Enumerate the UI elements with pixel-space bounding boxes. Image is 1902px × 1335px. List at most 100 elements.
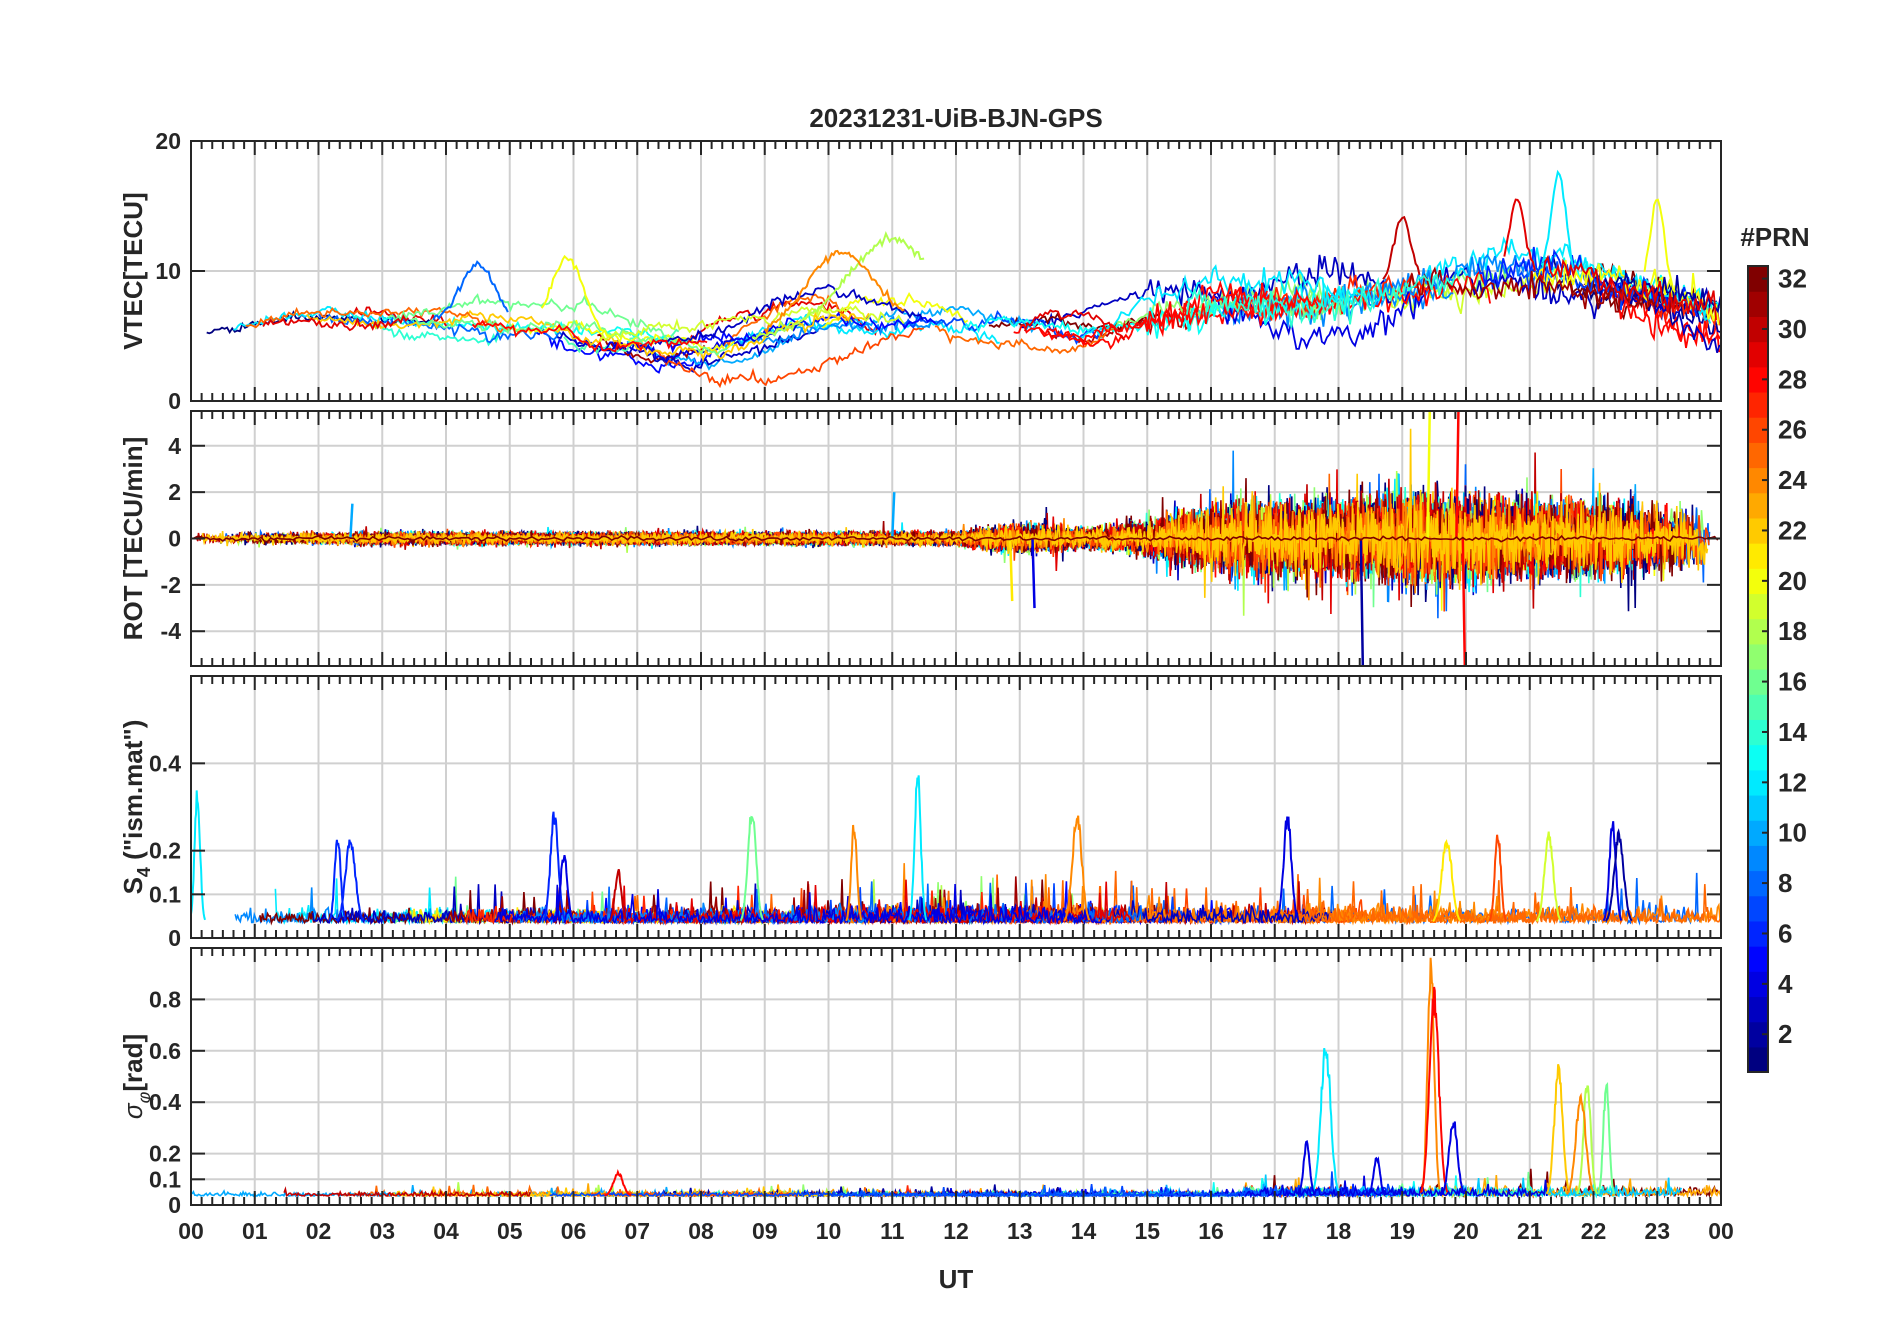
colorbar-tick-label: 22 (1778, 515, 1807, 545)
s4-event-line (553, 855, 575, 923)
sigma-series-line (831, 1185, 1285, 1199)
rot-spike (1426, 411, 1431, 539)
s4-series-line (1298, 884, 1721, 926)
vtec-series-line (1237, 254, 1392, 306)
s4-event-line (1488, 834, 1507, 922)
x-axis-label: UT (939, 1264, 974, 1294)
sigma-event-line (1297, 1139, 1316, 1196)
y-tick-label: -2 (161, 572, 181, 598)
sigma-event-line (1597, 1082, 1616, 1195)
x-tick-label: 22 (1581, 1218, 1607, 1244)
y-tick-label: 0.4 (149, 1089, 181, 1115)
vtec-series-line (262, 314, 410, 332)
y-axis-label-vtec: VTEC[TECU] (118, 192, 148, 349)
y-tick-label: 0.1 (149, 1166, 181, 1192)
vtec-series-line (1597, 276, 1721, 343)
y-axis-label-sigma: σφ[rad] (118, 1034, 154, 1119)
y-tick-label: 0.4 (149, 750, 181, 776)
x-tick-label: 12 (943, 1218, 969, 1244)
vtec-event-line (751, 230, 925, 340)
y-axis-label-rot: ROT [TECU/min] (118, 437, 148, 641)
sigma-event-line (1576, 1085, 1598, 1195)
vtec-series-line (1024, 309, 1126, 341)
s4-event-line (1535, 831, 1562, 922)
vtec-series-line (654, 283, 924, 346)
y-tick-label: 2 (168, 479, 181, 505)
s4-event-line (908, 775, 928, 921)
colorbar-tick-label: 32 (1778, 264, 1807, 294)
colorbar-segment (1748, 417, 1768, 443)
x-tick-label: 08 (688, 1218, 714, 1244)
vtec-series-line (245, 306, 522, 334)
colorbar-tick-label: 2 (1778, 1019, 1792, 1049)
colorbar-segment (1748, 568, 1768, 595)
x-tick-label: 21 (1517, 1218, 1543, 1244)
x-tick-label: 19 (1389, 1218, 1415, 1244)
colorbar-segment (1748, 794, 1768, 821)
s4-event-line (608, 868, 628, 923)
vtec-series-line (635, 327, 925, 389)
x-tick-label: 00 (178, 1218, 204, 1244)
vtec-event-line (540, 254, 611, 338)
colorbar-segment (1748, 1046, 1768, 1073)
colorbar-tick-label: 24 (1778, 465, 1807, 495)
s4-event-line (1275, 816, 1299, 922)
vtec-series-line (902, 310, 1108, 346)
s4-event-line (1063, 815, 1091, 922)
colorbar-tick-label: 30 (1778, 314, 1807, 344)
colorbar-segment (1748, 870, 1768, 897)
x-tick-label: 14 (1071, 1218, 1097, 1244)
vtec-series-line (1039, 282, 1268, 348)
sigma-event-line (1420, 957, 1441, 1193)
x-tick-label: 05 (497, 1218, 523, 1244)
colorbar-segment (1748, 543, 1768, 569)
x-tick-label: 11 (880, 1218, 905, 1244)
colorbar-segment (1748, 1021, 1768, 1048)
colorbar-segment (1748, 643, 1768, 670)
grid-vtec (190, 140, 1722, 402)
colorbar-segment (1748, 845, 1768, 872)
s4-series-line (494, 883, 1103, 926)
vtec-series-line (1077, 264, 1385, 340)
panel-sigma: 00.10.2 0.4 0.6 0.8 σφ[rad] (118, 947, 1722, 1218)
sigma-event-line (1367, 1156, 1386, 1197)
vtec-series-line (750, 315, 945, 345)
colorbar-tick-label: 8 (1778, 868, 1792, 898)
rot-spike (891, 492, 896, 539)
series-sigma (191, 957, 1721, 1199)
x-tick-label: 15 (1134, 1218, 1160, 1244)
y-tick-label: 0.6 (149, 1038, 181, 1064)
x-tick-label: 07 (624, 1218, 650, 1244)
vtec-event-line (1643, 198, 1676, 293)
series-rot (191, 411, 1719, 666)
colorbar-segment (1748, 467, 1768, 494)
x-tick-label: 06 (561, 1218, 587, 1244)
panel-rot: -4 -2 0 2 4 ROT [TECU/min] (118, 410, 1722, 667)
sigma-event-line (1419, 986, 1449, 1194)
rot-spike (1031, 538, 1036, 609)
vtec-event-line (1503, 198, 1536, 271)
y-tick-label: 0.2 (149, 1141, 181, 1167)
sigma-event-line (1545, 1064, 1571, 1195)
series-s4 (191, 775, 1721, 926)
x-tick-label: 13 (1007, 1218, 1033, 1244)
colorbar-tick-label: 18 (1778, 616, 1807, 646)
y-tick-label: 0.1 (149, 881, 181, 907)
colorbar-segment (1748, 618, 1768, 645)
colorbar-segment (1748, 366, 1768, 393)
colorbar-tick-label: 20 (1778, 566, 1807, 596)
colorbar-segment (1748, 996, 1768, 1023)
vtec-series-line (1539, 254, 1717, 321)
sigma-event-line (1440, 1121, 1466, 1196)
y-tick-label: 4 (168, 433, 181, 459)
colorbar-segment (1748, 895, 1768, 922)
colorbar-tick-label: 4 (1778, 969, 1793, 999)
ticks-rot (190, 411, 1722, 666)
x-tick-label: 00 (1708, 1218, 1734, 1244)
colorbar-segment (1748, 820, 1768, 846)
colorbar-segment (1748, 442, 1768, 469)
y-tick-label: -4 (161, 618, 182, 644)
vtec-event-line (763, 249, 905, 335)
